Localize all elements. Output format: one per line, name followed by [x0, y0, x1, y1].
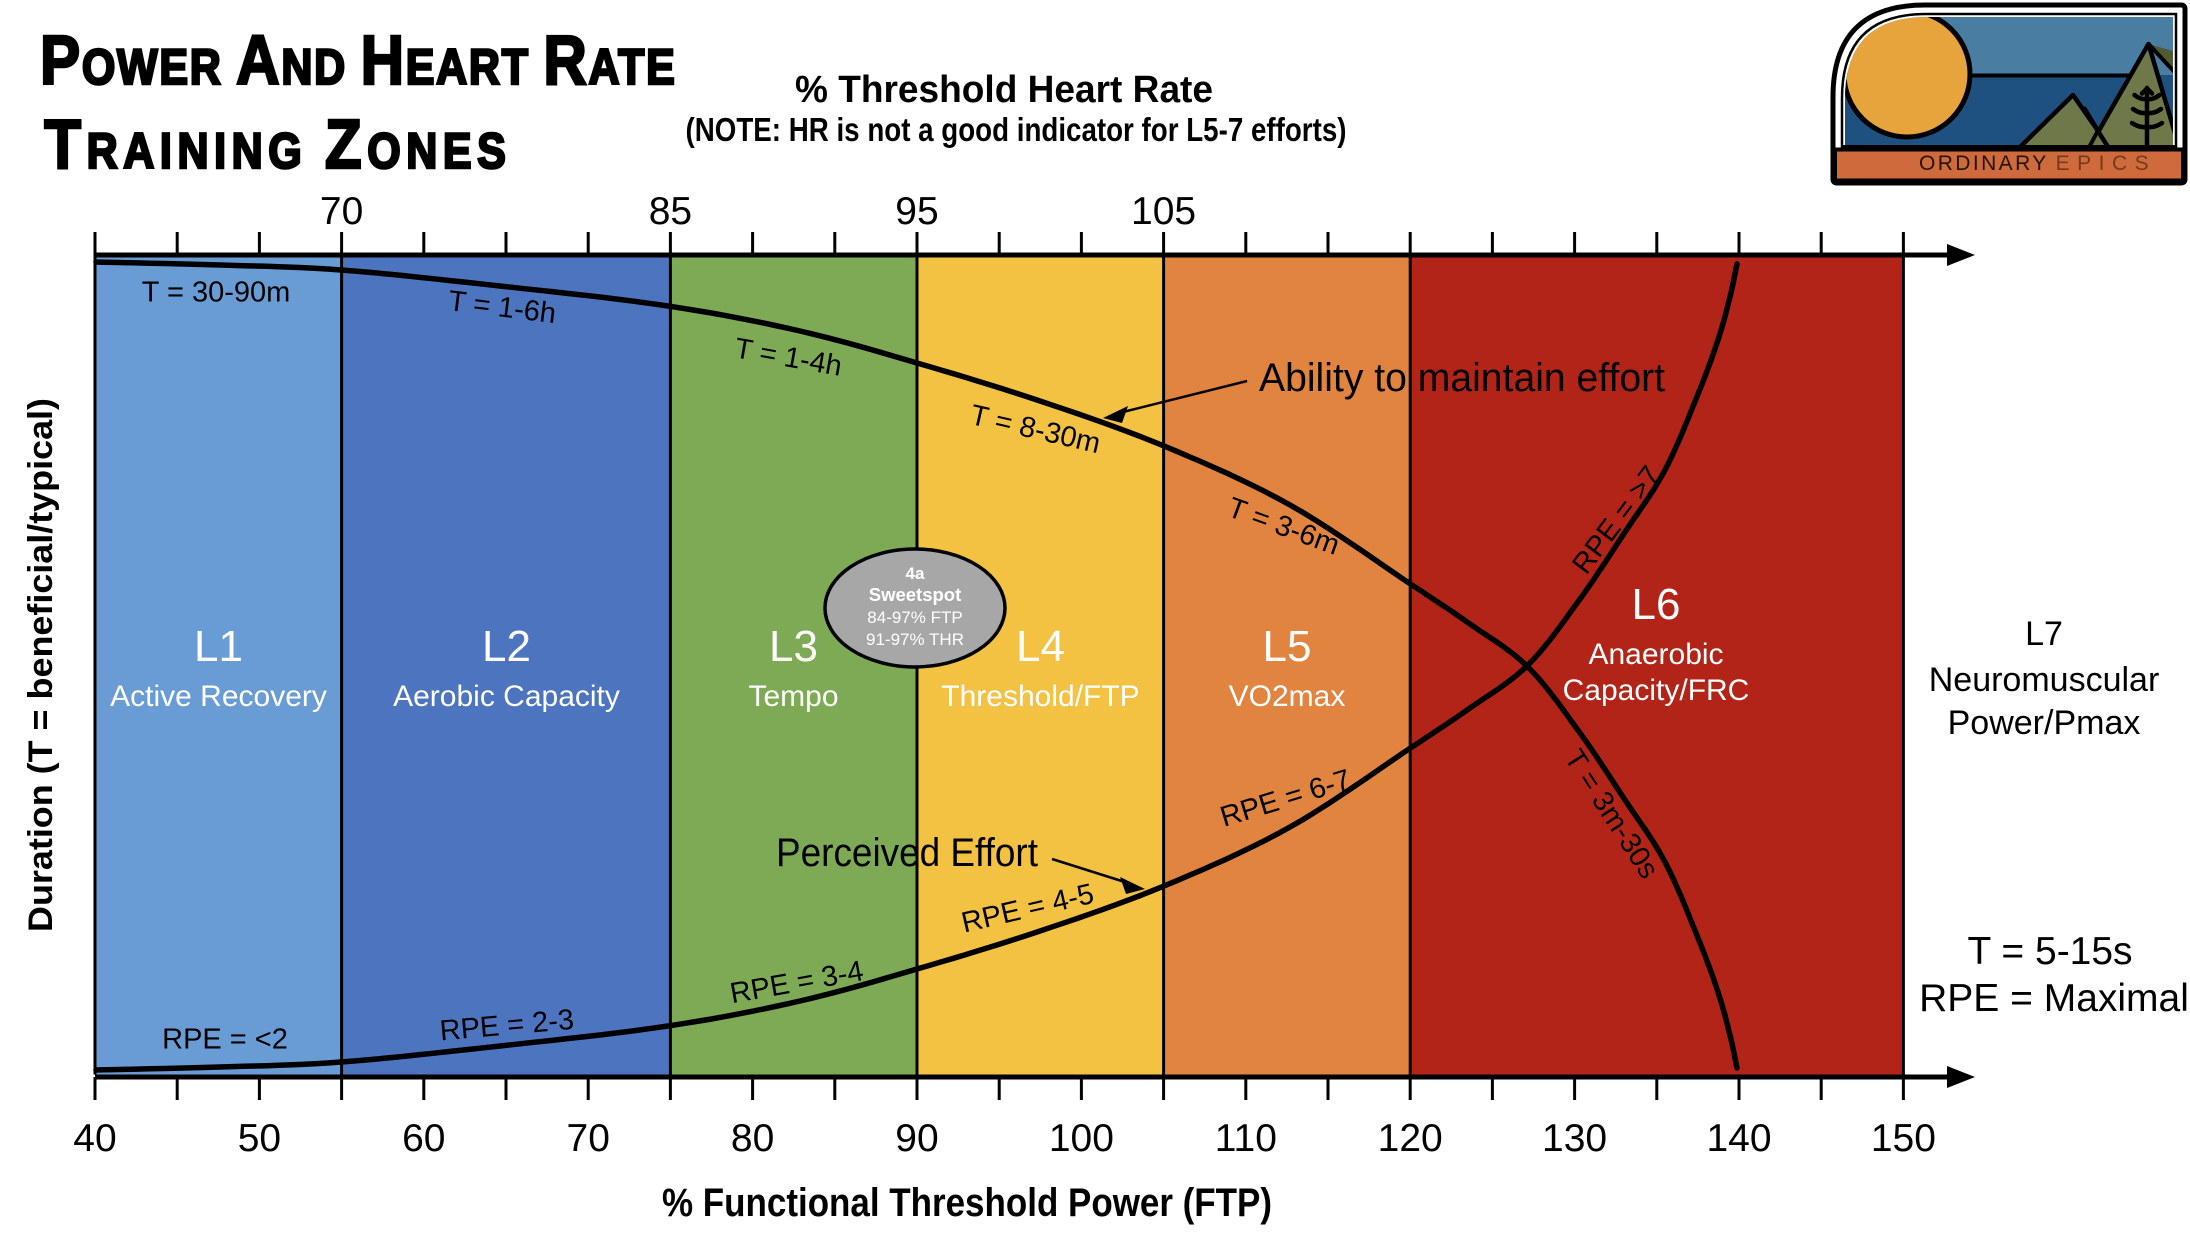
svg-text:L6: L6 [1632, 580, 1681, 629]
svg-text:4a: 4a [906, 564, 925, 583]
svg-text:L1: L1 [194, 622, 243, 671]
svg-text:80: 80 [731, 1117, 774, 1160]
svg-text:84-97% FTP: 84-97% FTP [867, 608, 962, 627]
svg-text:RPE = Maximal: RPE = Maximal [1919, 977, 2189, 1020]
svg-text:T = 30-90m: T = 30-90m [142, 277, 291, 309]
svg-text:130: 130 [1542, 1117, 1607, 1160]
svg-text:% Functional Threshold Power (: % Functional Threshold Power (FTP) [662, 1181, 1272, 1225]
svg-text:Active Recovery: Active Recovery [110, 680, 327, 713]
svg-text:T = 5-15s: T = 5-15s [1967, 930, 2132, 973]
svg-text:91-97% THR: 91-97% THR [866, 630, 964, 649]
svg-text:Aerobic Capacity: Aerobic Capacity [393, 680, 620, 713]
svg-text:140: 140 [1706, 1117, 1771, 1160]
svg-text:70: 70 [320, 190, 363, 233]
svg-text:90: 90 [895, 1117, 938, 1160]
svg-text:RPE = <2: RPE = <2 [162, 1024, 288, 1056]
svg-text:Sweetspot: Sweetspot [869, 584, 962, 605]
svg-text:120: 120 [1378, 1117, 1443, 1160]
svg-text:70: 70 [567, 1117, 610, 1160]
svg-text:Capacity/FRC: Capacity/FRC [1563, 674, 1750, 707]
svg-text:Threshold/FTP: Threshold/FTP [941, 680, 1139, 713]
svg-text:TRAINING ZONES: TRAINING ZONES [44, 105, 511, 183]
svg-text:% Threshold Heart Rate: % Threshold Heart Rate [795, 69, 1213, 111]
svg-text:150: 150 [1871, 1117, 1936, 1160]
svg-text:60: 60 [402, 1117, 445, 1160]
svg-text:105: 105 [1131, 190, 1196, 233]
svg-text:50: 50 [238, 1117, 281, 1160]
svg-text:Neuromuscular: Neuromuscular [1929, 661, 2160, 699]
svg-text:40: 40 [73, 1117, 116, 1160]
svg-text:Perceived Effort: Perceived Effort [776, 831, 1038, 875]
svg-text:L4: L4 [1016, 622, 1065, 671]
svg-text:Anaerobic: Anaerobic [1588, 638, 1723, 671]
svg-text:POWER AND HEART RATE: POWER AND HEART RATE [40, 21, 677, 99]
svg-text:L5: L5 [1263, 622, 1312, 671]
svg-text:Duration (T = beneficial/typic: Duration (T = beneficial/typical) [22, 398, 60, 932]
svg-text:Power/Pmax: Power/Pmax [1948, 704, 2141, 742]
svg-text:L7: L7 [2025, 615, 2063, 653]
svg-text:L2: L2 [482, 622, 531, 671]
svg-text:Ability to maintain effort: Ability to maintain effort [1259, 356, 1665, 400]
svg-text:(NOTE: HR is not a good indica: (NOTE: HR is not a good indicator for L5… [686, 111, 1347, 148]
svg-text:110: 110 [1215, 1117, 1277, 1160]
svg-text:Tempo: Tempo [748, 680, 838, 713]
svg-text:95: 95 [895, 190, 938, 233]
svg-text:L3: L3 [769, 622, 818, 671]
svg-text:85: 85 [649, 190, 692, 233]
svg-text:100: 100 [1049, 1117, 1114, 1160]
svg-text:VO2max: VO2max [1229, 680, 1346, 713]
